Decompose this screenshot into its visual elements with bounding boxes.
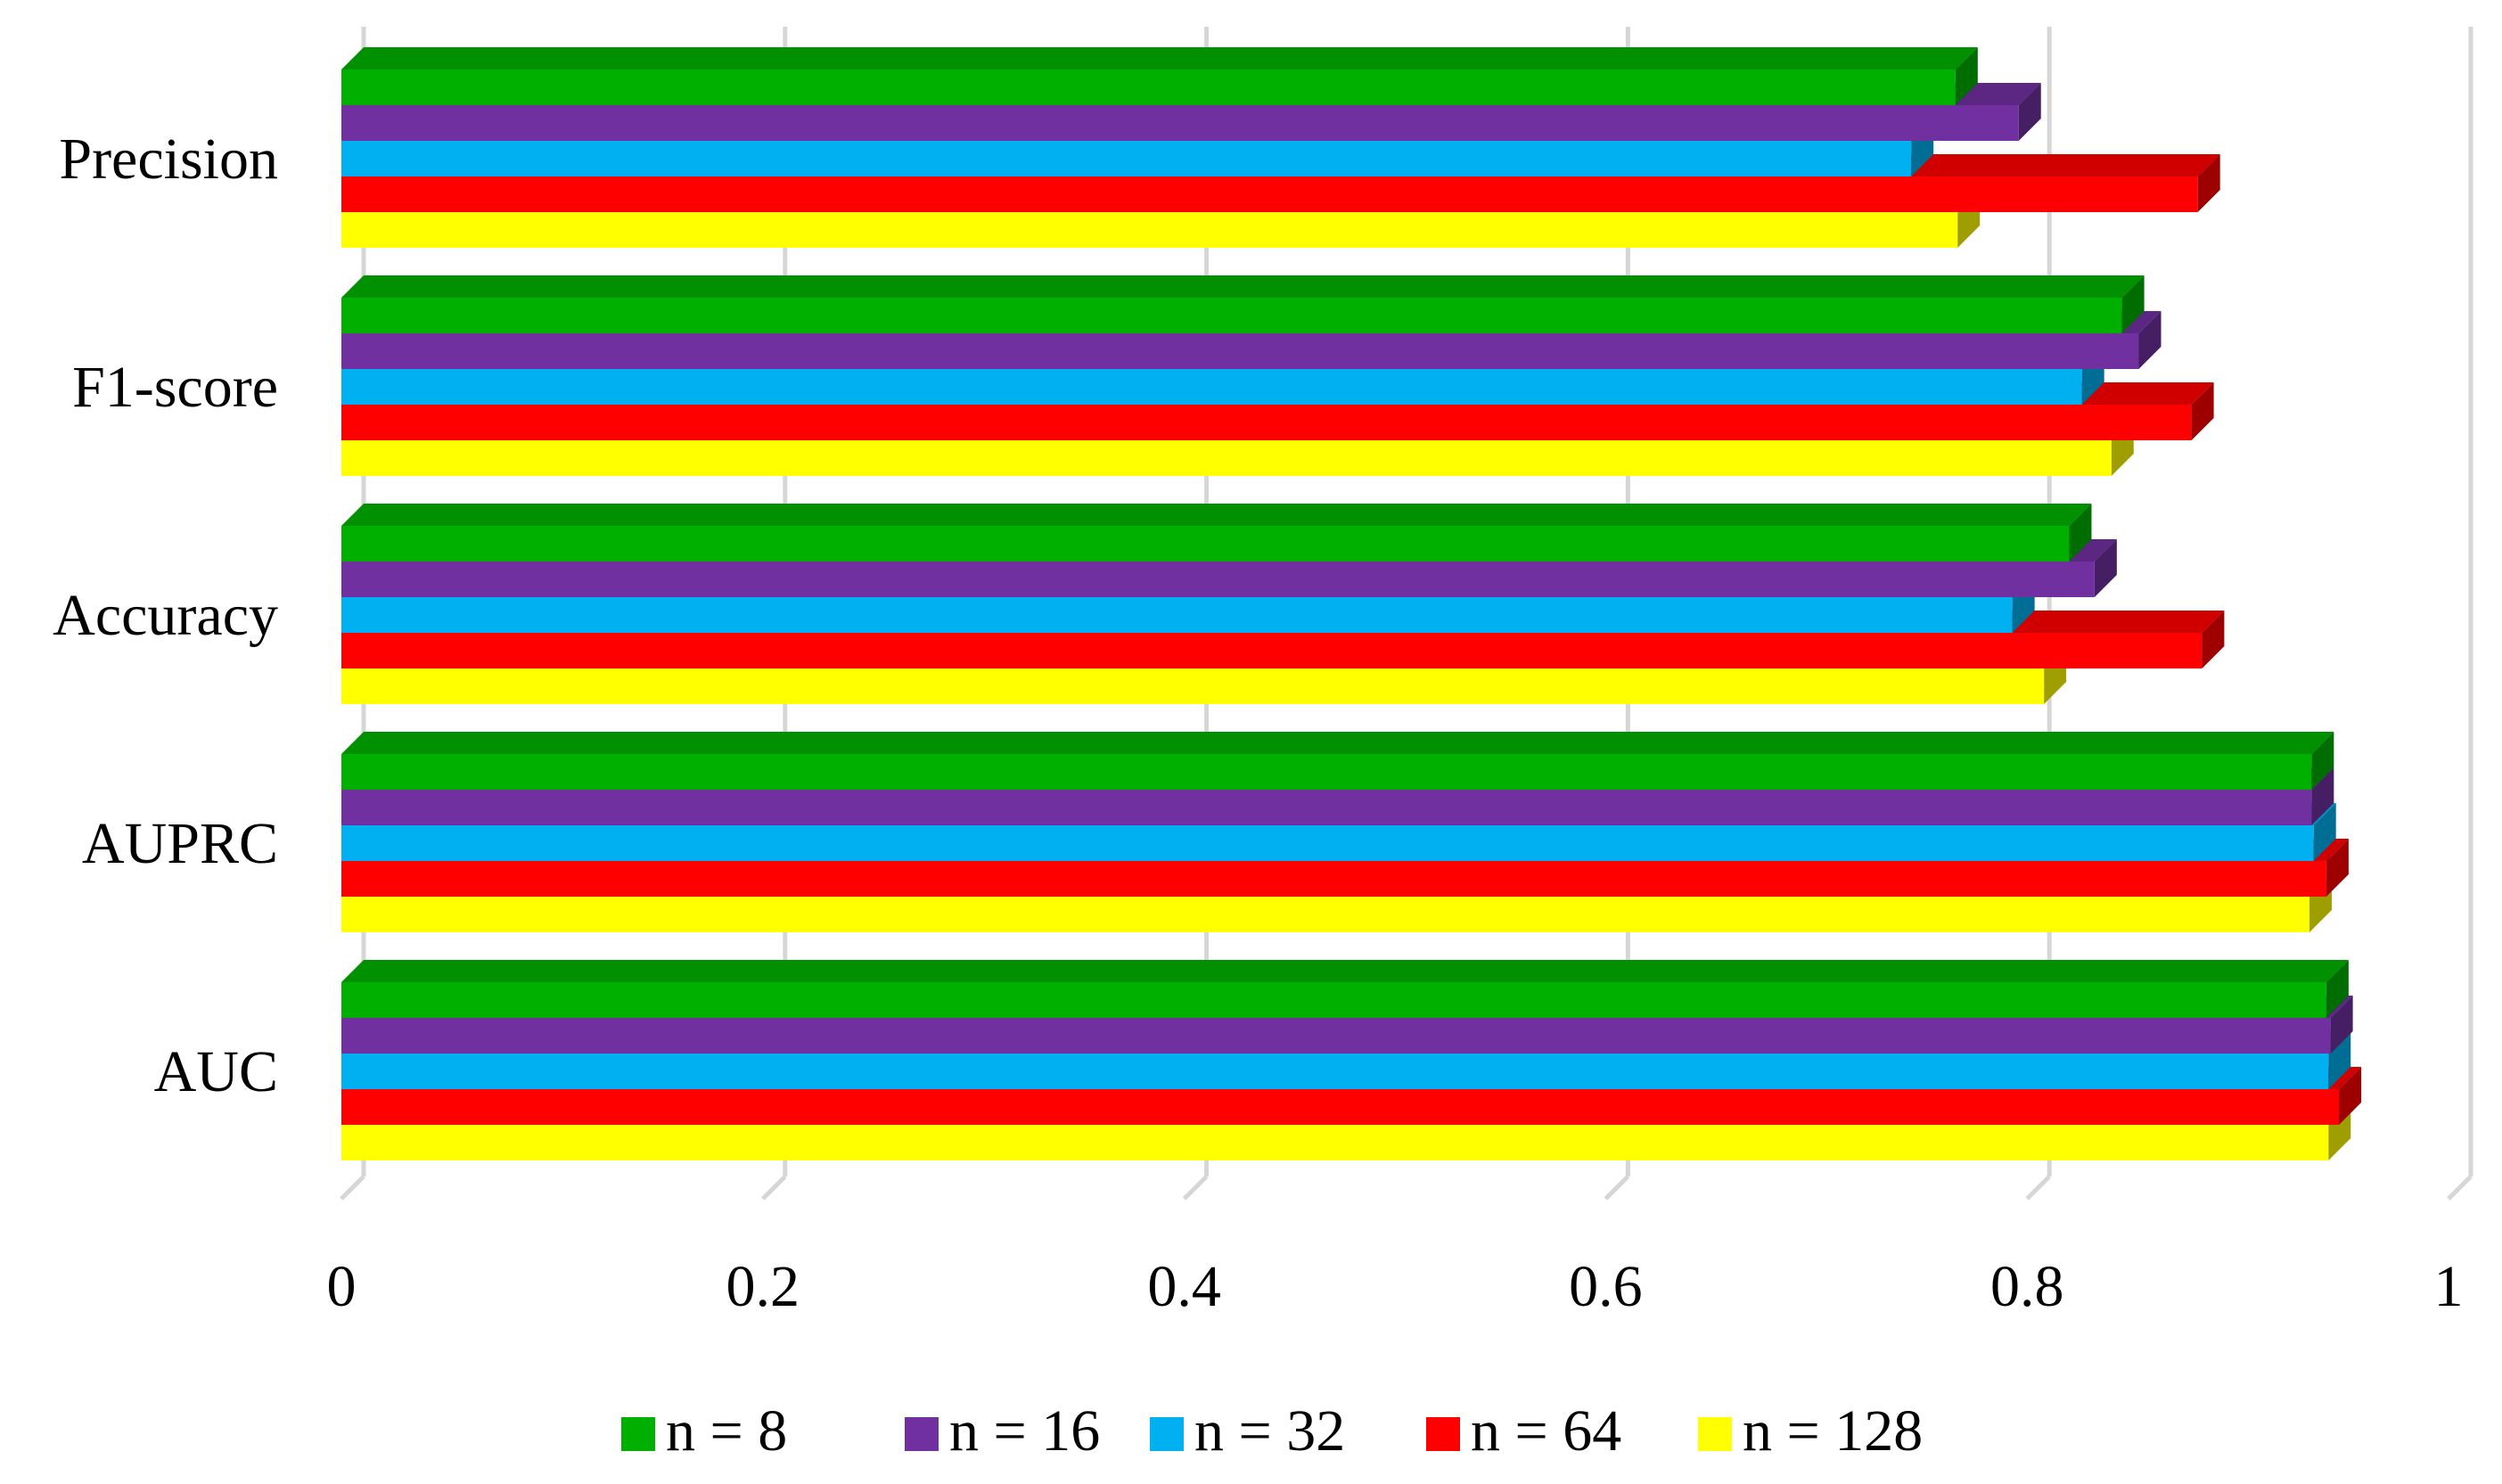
bar-front-face [341,298,2122,333]
bar-end-face [2328,1031,2351,1089]
legend-item: n = 16 [905,1398,1100,1464]
bar-front-face [341,597,2013,633]
legend-item: n = 32 [1150,1398,1345,1464]
bar-end-face [2330,996,2353,1054]
category-label: Accuracy [53,583,278,648]
x-axis-tick-labels: 0 0.2 0.4 0.6 0.8 1 [327,1254,2464,1319]
bar-front-face [341,333,2139,369]
bar-end-face [2121,275,2145,333]
bar-front-face [341,1018,2331,1054]
bar-front-face [341,141,1912,176]
bar-top-face [341,504,2092,526]
bar [341,47,1978,105]
bar-front-face [341,668,2045,704]
gridline-floor [1182,1175,1209,1201]
bar-end-face [2094,539,2117,597]
category-label: Precision [59,127,278,192]
gridline-floor [2025,1175,2051,1201]
bar-front-face [341,105,2019,141]
bar-front-face [341,212,1958,248]
bar-end-face [2311,767,2334,825]
bar-front-face [341,176,2198,212]
category-label: AUPRC [82,811,278,876]
bar-end-face [2339,1067,2362,1125]
bars [341,47,2362,1160]
bar-front-face [341,1125,2329,1160]
legend-swatch [1150,1417,1184,1451]
category-labels: Precision F1-score Accuracy AUPRC AUC [53,127,278,1104]
category-label: AUC [154,1039,278,1104]
bar-end-face [2311,732,2334,790]
bar-front-face [341,369,2082,405]
bar-top-face [341,47,1978,70]
bar-front-face [341,1054,2329,1089]
bar-front-face [341,440,2112,476]
bar-front-face [341,526,2070,562]
bar-top-face [341,732,2334,754]
gridline-floor [2447,1175,2473,1201]
bar-end-face [2326,839,2349,897]
legend-label: n = 128 [1743,1398,1923,1464]
bar-end-face [2018,83,2041,141]
bar-end-face [2069,504,2092,562]
bar-end-face [2138,311,2162,369]
bar-front-face [341,790,2312,825]
legend-swatch [621,1417,655,1451]
legend-label: n = 16 [949,1398,1100,1464]
legend-item: n = 64 [1426,1398,1621,1464]
x-tick-label: 0 [327,1254,357,1319]
legend-label: n = 64 [1471,1398,1621,1464]
x-tick-label: 1 [2434,1254,2464,1319]
gridline-floor [761,1175,787,1201]
bar-front-face [341,861,2326,897]
bar-top-face [341,960,2349,982]
bar-end-face [1955,47,1978,105]
legend-swatch [1426,1417,1460,1451]
bar-front-face [341,982,2326,1018]
legend-swatch [1698,1417,1732,1451]
legend-label: n = 8 [666,1398,787,1464]
x-tick-label: 0.2 [726,1254,800,1319]
gridline-floor [1604,1175,1630,1201]
bar-front-face [341,825,2314,861]
bar-front-face [341,1089,2340,1125]
bar-front-face [341,562,2095,597]
bar-end-face [2326,960,2349,1018]
bar-front-face [341,633,2203,668]
legend-item: n = 8 [621,1398,787,1464]
bar-front-face [341,897,2309,932]
bar-front-face [341,70,1956,105]
bar-front-face [341,754,2312,790]
legend-label: n = 32 [1194,1398,1345,1464]
category-label: F1-score [72,355,278,420]
x-tick-label: 0.6 [1569,1254,1643,1319]
x-tick-label: 0.8 [1990,1254,2064,1319]
bar-end-face [2313,803,2336,861]
bar [341,960,2349,1018]
bar [341,504,2092,562]
legend-item: n = 128 [1698,1398,1923,1464]
bar [341,275,2145,333]
x-tick-label: 0.4 [1147,1254,1221,1319]
bar-end-face [2202,611,2225,668]
gridline-floor [340,1175,365,1201]
bar-end-face [2191,382,2214,440]
bar-top-face [341,275,2145,298]
bar-end-face [2197,154,2220,212]
legend-swatch [905,1417,939,1451]
legend: n = 8 n = 16 n = 32 n = 64 n = 128 [621,1398,1923,1464]
bar-front-face [341,405,2192,440]
bar [341,732,2334,790]
